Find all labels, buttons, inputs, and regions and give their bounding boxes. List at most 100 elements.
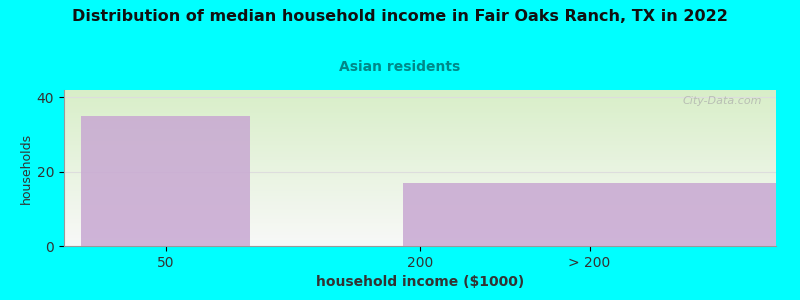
Bar: [64, 237, 776, 238]
Bar: [64, 202, 776, 204]
Bar: [64, 243, 776, 244]
Bar: [64, 145, 776, 146]
Bar: [64, 212, 776, 213]
Bar: [64, 181, 776, 182]
Bar: [64, 191, 776, 193]
Bar: [64, 138, 776, 140]
Bar: [81, 116, 250, 246]
Bar: [64, 129, 776, 130]
X-axis label: household income ($1000): household income ($1000): [316, 275, 524, 289]
Bar: [64, 126, 776, 128]
Bar: [64, 123, 776, 124]
Bar: [64, 235, 776, 237]
Bar: [64, 179, 776, 181]
Bar: [64, 201, 776, 202]
Bar: [64, 118, 776, 120]
Bar: [64, 210, 776, 212]
Bar: [64, 196, 776, 198]
Bar: [64, 110, 776, 112]
Bar: [64, 185, 776, 187]
Bar: [64, 221, 776, 223]
Bar: [64, 224, 776, 226]
Bar: [64, 182, 776, 184]
Bar: [64, 213, 776, 215]
Y-axis label: households: households: [20, 132, 33, 204]
Bar: [64, 223, 776, 224]
Bar: [64, 176, 776, 177]
Bar: [64, 128, 776, 129]
Bar: [64, 163, 776, 165]
Bar: [64, 220, 776, 221]
Bar: [64, 113, 776, 115]
Bar: [64, 103, 776, 104]
Bar: [64, 206, 776, 207]
Bar: [64, 149, 776, 151]
Bar: [64, 135, 776, 137]
Bar: [64, 157, 776, 159]
Bar: [64, 233, 776, 235]
Bar: [64, 226, 776, 227]
Bar: [64, 92, 776, 93]
Bar: [64, 107, 776, 109]
Bar: [64, 199, 776, 201]
Bar: [64, 218, 776, 220]
Bar: [64, 132, 776, 134]
Bar: [64, 130, 776, 132]
Bar: [64, 168, 776, 170]
Bar: [64, 160, 776, 162]
Bar: [64, 169, 776, 171]
Bar: [64, 146, 776, 148]
Bar: [64, 162, 776, 163]
Bar: [64, 177, 776, 179]
Bar: [64, 194, 776, 196]
Bar: [64, 124, 776, 126]
Bar: [64, 207, 776, 208]
Bar: [64, 99, 776, 101]
Bar: [64, 134, 776, 135]
Bar: [64, 112, 776, 113]
Bar: [64, 165, 776, 166]
Bar: [64, 244, 776, 246]
Text: Distribution of median household income in Fair Oaks Ranch, TX in 2022: Distribution of median household income …: [72, 9, 728, 24]
Bar: [64, 241, 776, 243]
Bar: [64, 208, 776, 210]
Bar: [64, 230, 776, 232]
Bar: [64, 238, 776, 240]
Bar: [64, 115, 776, 116]
Bar: [64, 204, 776, 206]
Bar: [64, 116, 776, 118]
Bar: [64, 154, 776, 155]
Bar: [64, 121, 776, 123]
Bar: [64, 190, 776, 191]
Bar: [64, 184, 776, 185]
Bar: [64, 227, 776, 229]
Bar: [64, 151, 776, 152]
Bar: [64, 142, 776, 143]
Bar: [64, 187, 776, 188]
Bar: [64, 95, 776, 96]
Bar: [64, 104, 776, 106]
Bar: [64, 98, 776, 99]
Bar: [64, 193, 776, 194]
Bar: [64, 137, 776, 138]
Bar: [64, 96, 776, 98]
Bar: [64, 152, 776, 154]
Bar: [64, 109, 776, 110]
Bar: [64, 155, 776, 157]
Bar: [64, 232, 776, 233]
Bar: [64, 188, 776, 190]
Bar: [64, 93, 776, 95]
Bar: [64, 229, 776, 230]
Bar: [64, 143, 776, 145]
Bar: [64, 198, 776, 199]
Bar: [64, 216, 776, 218]
Bar: [64, 159, 776, 160]
Bar: [403, 183, 776, 246]
Bar: [64, 106, 776, 107]
Bar: [64, 240, 776, 241]
Text: City-Data.com: City-Data.com: [682, 96, 762, 106]
Bar: [64, 215, 776, 216]
Bar: [64, 140, 776, 142]
Bar: [64, 167, 776, 168]
Bar: [64, 171, 776, 173]
